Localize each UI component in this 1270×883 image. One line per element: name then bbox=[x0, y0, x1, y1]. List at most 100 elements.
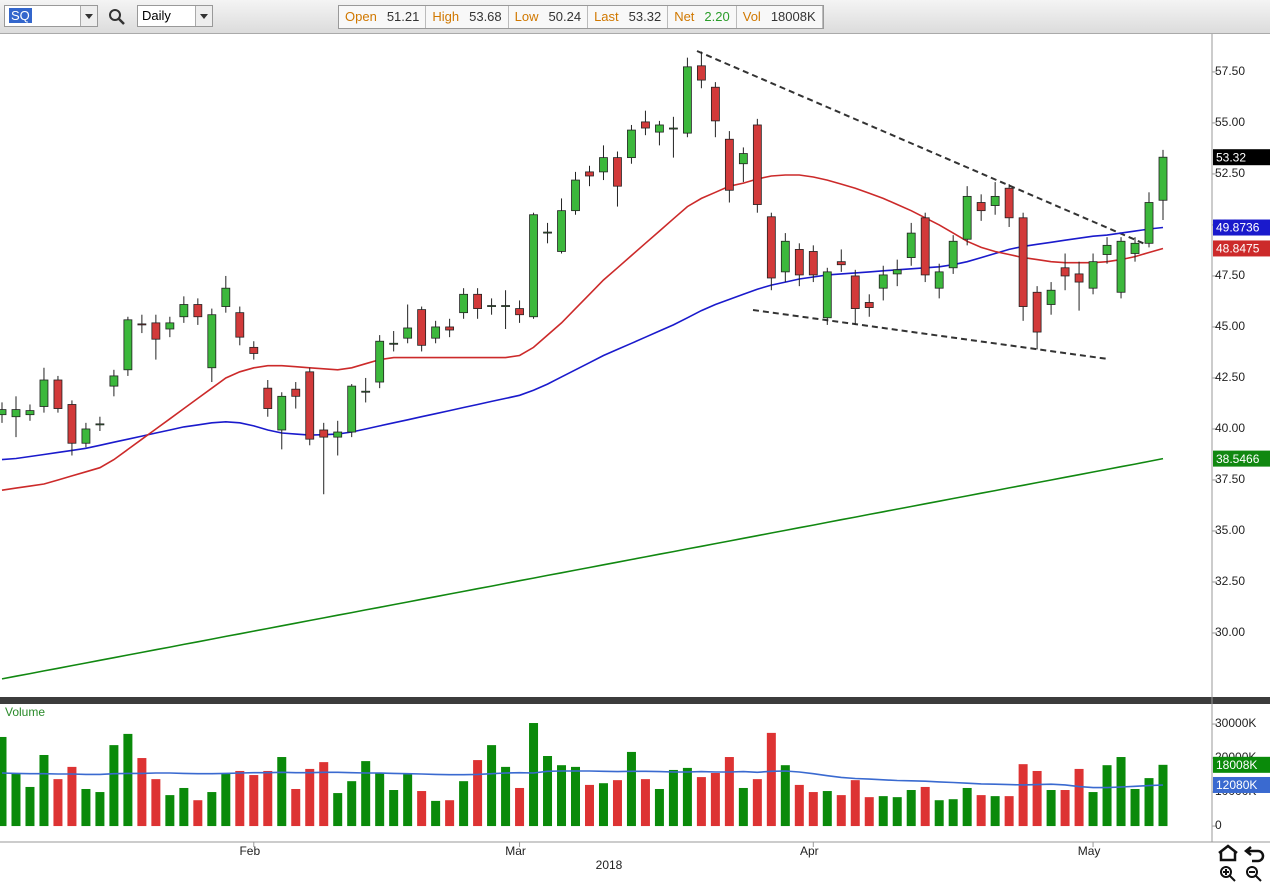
candle-body bbox=[95, 423, 105, 426]
y-tick-label: 55.00 bbox=[1215, 115, 1245, 129]
price-tag-label: 48.8475 bbox=[1216, 242, 1260, 256]
quote-value: 53.68 bbox=[469, 9, 502, 24]
candle-body bbox=[25, 410, 35, 416]
candle-body bbox=[990, 195, 1000, 206]
volume-bar bbox=[906, 790, 916, 827]
quote-bar: Open 51.21 High 53.68 Low 50.24 Last 53.32 Net 2.… bbox=[338, 5, 824, 29]
y-tick-label: 35.00 bbox=[1215, 523, 1245, 537]
candle-body bbox=[81, 428, 91, 444]
volume-bar bbox=[682, 767, 692, 827]
candle-body bbox=[473, 293, 482, 309]
volume-bar bbox=[1116, 757, 1126, 827]
volume-bar bbox=[53, 779, 63, 827]
volume-bar bbox=[640, 779, 650, 827]
interval-select[interactable]: Daily bbox=[137, 5, 213, 27]
back-icon[interactable] bbox=[1243, 846, 1265, 863]
volume-bar bbox=[1144, 778, 1154, 827]
volume-bar bbox=[1046, 790, 1056, 827]
volume-average bbox=[1, 770, 1164, 789]
candle-body bbox=[710, 86, 720, 122]
candle-body bbox=[780, 240, 790, 273]
candle-body bbox=[892, 269, 902, 275]
volume-bar bbox=[1158, 764, 1168, 827]
candle-body bbox=[529, 214, 538, 318]
candle-body bbox=[1158, 156, 1168, 201]
candle-body bbox=[347, 385, 357, 433]
volume-bar bbox=[1032, 770, 1042, 827]
candle-body bbox=[193, 304, 203, 318]
volume-bar bbox=[501, 766, 511, 827]
dropdown-button[interactable] bbox=[195, 6, 212, 26]
volume-bar bbox=[878, 796, 888, 827]
home-icon[interactable] bbox=[1218, 844, 1238, 862]
candle-body bbox=[319, 429, 329, 438]
quote-item: High 53.68 bbox=[426, 6, 509, 28]
quote-value: 2.20 bbox=[704, 9, 730, 24]
candle-body bbox=[962, 195, 972, 240]
y-tick-label: 42.50 bbox=[1215, 370, 1245, 384]
dropdown-button[interactable] bbox=[80, 6, 97, 26]
price-tag bbox=[1213, 450, 1270, 467]
candle-body bbox=[1088, 261, 1098, 289]
zoom-in-icon[interactable] bbox=[1220, 866, 1236, 882]
quote-label: Open bbox=[345, 9, 377, 24]
quote-item: Low 50.24 bbox=[509, 6, 589, 28]
x-tick-label: Apr bbox=[800, 844, 819, 858]
volume-bar bbox=[11, 773, 21, 827]
moving-average bbox=[1, 457, 1164, 680]
volume-bar bbox=[934, 800, 944, 827]
candle-body bbox=[613, 157, 622, 187]
volume-bar bbox=[375, 773, 385, 827]
search-icon[interactable] bbox=[108, 8, 126, 26]
volume-bar bbox=[1102, 765, 1112, 827]
candle-body bbox=[599, 157, 608, 173]
y-tick-label: 45.00 bbox=[1215, 319, 1245, 333]
volume-bar bbox=[1088, 792, 1098, 827]
volume-bar bbox=[1004, 796, 1014, 827]
price-tag bbox=[1213, 149, 1270, 166]
candle-body bbox=[1116, 240, 1126, 293]
candle-body bbox=[724, 138, 734, 191]
quote-value: 51.21 bbox=[386, 9, 420, 24]
volume-bar bbox=[193, 800, 203, 827]
volume-bar bbox=[305, 768, 315, 827]
volume-bar bbox=[529, 723, 539, 827]
candle-body bbox=[67, 404, 77, 444]
quote-item: Open 51.21 bbox=[339, 6, 427, 28]
volume-bar bbox=[557, 765, 567, 827]
price-tag bbox=[1213, 756, 1270, 773]
candle-body bbox=[808, 251, 818, 276]
volume-bar bbox=[571, 766, 581, 827]
volume-title: Volume bbox=[5, 705, 45, 719]
volume-bar bbox=[389, 790, 399, 827]
volume-bar bbox=[892, 797, 902, 827]
candle-body bbox=[459, 293, 469, 314]
candle-body bbox=[417, 309, 427, 346]
volume-bar bbox=[724, 757, 734, 827]
volume-bar bbox=[822, 791, 832, 827]
volume-bar bbox=[263, 770, 273, 827]
candle-body bbox=[249, 346, 259, 354]
volume-bar bbox=[990, 796, 1000, 827]
volume-bar bbox=[361, 761, 371, 827]
candle-body bbox=[207, 314, 217, 369]
candle-body bbox=[585, 171, 594, 177]
quote-label: High bbox=[432, 9, 460, 24]
candle-body bbox=[501, 305, 510, 307]
volume-bar bbox=[948, 799, 958, 827]
candle-body bbox=[920, 217, 930, 276]
zoom-out-icon[interactable] bbox=[1246, 866, 1262, 882]
symbol-input[interactable]: SQ bbox=[4, 5, 98, 27]
candle-body bbox=[431, 326, 441, 339]
candle-body bbox=[878, 274, 888, 289]
volume-bar bbox=[808, 792, 818, 827]
volume-bar bbox=[920, 786, 930, 827]
y-tick-label: 30.00 bbox=[1215, 625, 1245, 639]
volume-bar bbox=[67, 766, 77, 827]
candle-body bbox=[109, 375, 119, 387]
candle-body bbox=[291, 388, 301, 397]
price-tag-label: 53.32 bbox=[1216, 150, 1246, 164]
candle-body bbox=[151, 322, 161, 340]
x-axis-label: 2018 bbox=[596, 858, 623, 872]
candle-body bbox=[39, 379, 49, 407]
